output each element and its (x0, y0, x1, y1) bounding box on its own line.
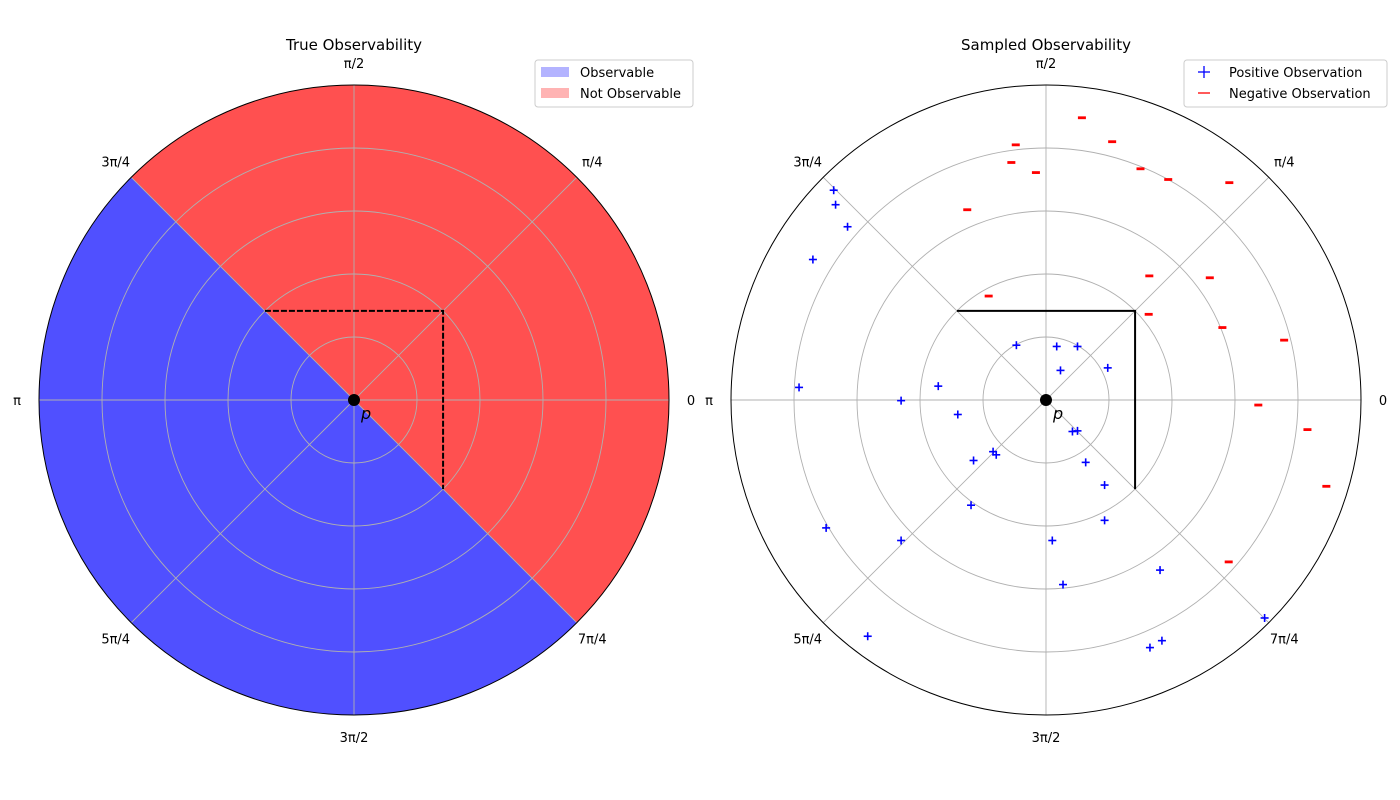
legend-frame (534, 59, 694, 108)
positive-observation-marker (989, 447, 998, 456)
obstacle-edge (956, 309, 1137, 490)
positive-observation-marker (1012, 341, 1021, 350)
positive-observation-marker (1145, 643, 1154, 652)
obstacle-edge (264, 309, 445, 490)
positive-observation-marker (863, 632, 872, 641)
true-observability-chart: True Observability 0 π/4 π/2 3π/4 π 5π/4 3π/2 7… (13, 36, 695, 746)
positive-observation-marker (1100, 481, 1109, 490)
legend-label: Observable (580, 66, 654, 81)
angular-gridline (1045, 176, 1270, 401)
legend-label: Positive Observation (1229, 66, 1362, 81)
positive-observation-marker (1260, 613, 1269, 622)
positive-observation-marker (953, 410, 962, 419)
positive-observation-marker (897, 536, 906, 545)
chart-title: True Observability (285, 36, 422, 54)
angle-tick-label: 5π/4 (793, 632, 822, 647)
angle-tick-label: π (705, 394, 713, 409)
positive-observation-marker (1068, 427, 1077, 436)
positive-observation-marker (808, 255, 817, 264)
positive-observation-marker (1059, 580, 1068, 589)
obstacle-layer (956, 309, 1137, 490)
angle-tick-label: 0 (687, 394, 695, 409)
angle-tick-label: 3π/2 (340, 731, 369, 746)
origin-point (348, 394, 360, 406)
grid-layer (38, 84, 670, 716)
angle-tick-label: π/2 (1036, 57, 1056, 72)
positive-observation-marker (897, 396, 906, 405)
legend-label: Negative Observation (1229, 87, 1371, 102)
chart-title: Sampled Observability (961, 36, 1131, 54)
positive-observation-marker (1081, 458, 1090, 467)
positive-observation-marker (1056, 366, 1065, 375)
positive-observation-marker (795, 383, 804, 392)
angular-gridline (130, 176, 355, 401)
positive-observation-marker (1157, 636, 1166, 645)
angle-tick-label: 7π/4 (1270, 632, 1299, 647)
legend-frame (1183, 59, 1388, 108)
positive-observation-marker (843, 222, 852, 231)
angle-tick-label: π (13, 394, 21, 409)
positive-observation-marker (1156, 566, 1165, 575)
angle-tick-label: 0 (1379, 394, 1387, 409)
angle-tick-labels: 0 π/4 π/2 3π/4 π 5π/4 3π/2 7π/4 (705, 57, 1387, 746)
origin-point (1040, 394, 1052, 406)
angle-tick-label: 7π/4 (578, 632, 607, 647)
angle-tick-label: 3π/4 (101, 156, 130, 171)
origin-layer: p (348, 394, 371, 423)
angular-gridline (353, 176, 578, 401)
angular-gridline (353, 399, 578, 624)
positive-observation-marker (934, 382, 943, 391)
legend: Observable Not Observable (534, 59, 694, 108)
angle-tick-label: π/4 (582, 156, 602, 171)
angle-tick-label: π/4 (1274, 156, 1294, 171)
legend-label: Not Observable (580, 87, 681, 102)
positive-observation-marker (1073, 342, 1082, 351)
legend-swatch (541, 88, 569, 98)
positive-observation-marker (1100, 516, 1109, 525)
angle-tick-label: 3π/2 (1032, 731, 1061, 746)
positive-observation-marker (831, 200, 840, 209)
angle-tick-label: 3π/4 (793, 156, 822, 171)
scatter-layer (795, 116, 1331, 652)
angular-gridline (822, 176, 1047, 401)
positive-observation-marker (967, 501, 976, 510)
positive-observation-marker (1052, 342, 1061, 351)
angular-gridline (1045, 399, 1270, 624)
origin-label: p (360, 404, 371, 423)
origin-layer: p (1040, 394, 1063, 423)
sampled-observability-chart: Sampled Observability 0 π/4 π/2 3π/4 π 5π/4 3π… (705, 36, 1388, 746)
outer-boundary (730, 84, 1362, 716)
positive-observation-marker (829, 186, 838, 195)
angle-tick-labels: 0 π/4 π/2 3π/4 π 5π/4 3π/2 7π/4 (13, 57, 695, 746)
positive-observation-marker (969, 456, 978, 465)
origin-label: p (1052, 404, 1063, 423)
angle-tick-label: π/2 (344, 57, 364, 72)
legend: Positive Observation Negative Observation (1183, 59, 1388, 108)
obstacle-layer (264, 309, 445, 490)
grid-layer (730, 84, 1362, 716)
outer-boundary (38, 84, 670, 716)
positive-observation-marker (1103, 363, 1112, 372)
angular-gridline (130, 399, 355, 624)
angle-tick-label: 5π/4 (101, 632, 130, 647)
angular-gridline (822, 399, 1047, 624)
positive-observation-marker (1048, 536, 1057, 545)
legend-swatch (541, 67, 569, 77)
positive-observation-marker (822, 523, 831, 532)
